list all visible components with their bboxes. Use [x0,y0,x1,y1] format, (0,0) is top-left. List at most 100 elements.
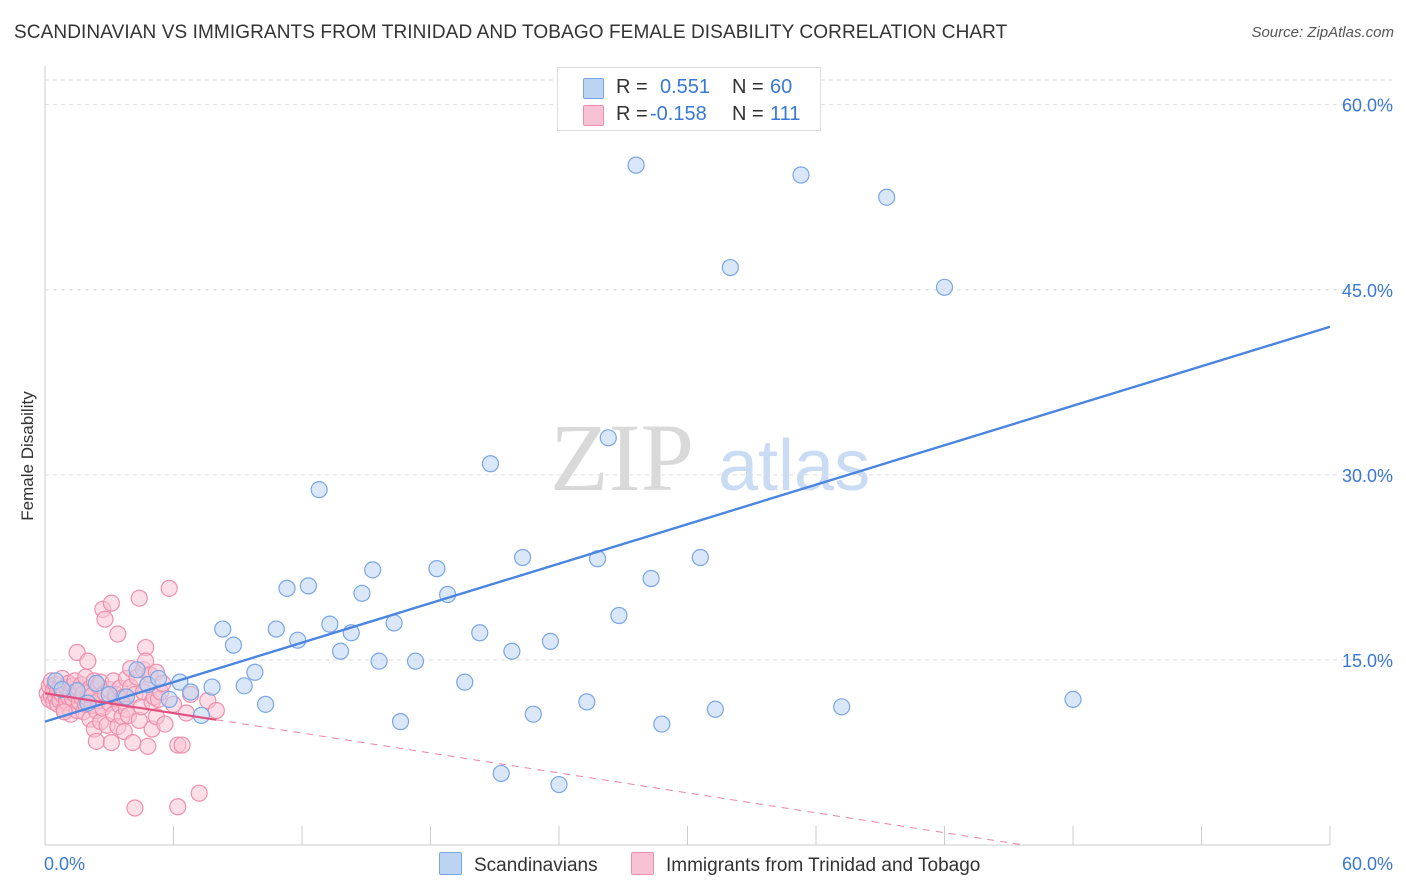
blue-data-point [299,577,318,595]
blue-data-point [550,775,568,794]
y-tick-label: 15.0% [1342,651,1393,671]
axes [44,66,1331,846]
pink-data-point [177,704,195,722]
blue-data-point [391,713,410,731]
legend-swatch-blue [583,78,604,99]
blue-data-point [267,620,285,638]
source-credit: Source: ZipAtlas.com [1251,24,1394,41]
blue-data-point [278,579,296,597]
y-tick-label: 60.0% [1342,96,1393,116]
pink-data-point [102,733,120,752]
blue-data-point [481,455,500,473]
blue-data-point [524,705,542,723]
legend-n-value: 60 [770,75,793,98]
blue-data-point [878,188,896,206]
pink-data-point [156,715,174,733]
pink-data-point [124,733,142,752]
correlation-legend: R = 0.551 N = 60 R = -0.158 N = 111 [557,67,821,131]
blue-data-point [428,560,446,578]
blue-data-point [53,680,71,699]
pink-data-point [79,652,97,670]
legend-r-value: 0.551 [660,75,711,98]
blue-data-point [203,678,221,696]
blue-data-point [792,166,810,184]
blue-data-point [513,548,532,567]
pink-trend-line-extension [216,719,1024,846]
x-tick-label: 0.0% [44,854,85,874]
blue-data-point [935,278,954,296]
blue-data-point [471,624,489,642]
blue-data-point [721,258,739,277]
pink-data-point [169,798,187,816]
pink-data-point [130,589,148,607]
blue-data-point [256,695,275,713]
pink-data-point [160,579,178,597]
pink-data-point [126,799,144,817]
blue-data-point [691,548,709,567]
blue-series-points [47,156,1082,794]
blue-data-point [87,674,106,692]
bottom-legend-swatch-blue [439,852,462,875]
watermark: ZIP atlas [550,404,870,511]
y-tick-label: 45.0% [1342,281,1393,301]
watermark-zip: ZIP [550,404,694,511]
blue-data-point [128,661,146,679]
trend-lines [44,325,1331,846]
bottom-legend-swatch-pink [631,852,654,875]
blue-data-point [321,615,339,633]
blue-data-point [599,429,617,447]
blue-data-point [182,683,200,701]
legend-n-label: N = [732,75,764,98]
blue-data-point [503,642,521,660]
blue-data-point [192,706,210,725]
blue-data-point [627,156,645,174]
blue-data-point [456,673,474,691]
blue-data-point [610,606,628,625]
blue-data-point [642,569,660,588]
blue-data-point [160,690,178,709]
blue-data-point [235,677,253,695]
bottom-legend-label-pink: Immigrants from Trinidad and Tobago [666,855,981,876]
y-tick-label: 30.0% [1342,466,1393,486]
pink-data-point [207,701,225,720]
blue-data-point [331,642,350,660]
blue-data-point [706,700,724,718]
bottom-legend-label-blue: Scandinavians [474,855,598,876]
legend-n-label: N = [732,102,764,125]
blue-data-point [353,584,371,602]
legend-r-label: R = [616,102,648,125]
blue-data-point [492,764,510,783]
legend-r-value: -0.158 [650,102,707,125]
bottom-legend-blue: Scandinavians [439,852,598,877]
pink-data-point [139,737,157,755]
blue-data-point [214,620,232,638]
pink-data-point [109,625,127,643]
blue-data-point [224,636,243,654]
blue-data-point [578,693,596,711]
blue-data-point [833,698,851,716]
blue-data-point [370,652,388,670]
blue-data-point [246,663,264,681]
pink-data-point [173,736,191,754]
blue-data-point [364,561,382,579]
pink-trend-line [44,692,217,721]
legend-swatch-pink [583,105,604,126]
blue-data-point [310,481,328,499]
bottom-legend-pink: Immigrants from Trinidad and Tobago [631,852,980,877]
watermark-atlas: atlas [718,426,870,506]
pink-data-point [87,732,106,750]
pink-data-point [190,784,208,802]
blue-data-point [541,632,560,651]
chart-title: SCANDINAVIAN VS IMMIGRANTS FROM TRINIDAD… [14,22,1008,43]
x-tick-label: 60.0% [1342,854,1393,874]
blue-data-point [1064,690,1082,709]
blue-trend-line [44,325,1331,723]
pink-data-point [96,610,114,628]
legend-r-label: R = [616,75,648,98]
blue-data-point [653,715,671,733]
tick-labels: 15.0% 30.0% 45.0% 60.0% 0.0% 60.0% [44,96,1393,874]
pink-data-point [102,594,120,612]
blue-data-point [406,652,425,670]
legend-n-value: 111 [770,102,801,125]
